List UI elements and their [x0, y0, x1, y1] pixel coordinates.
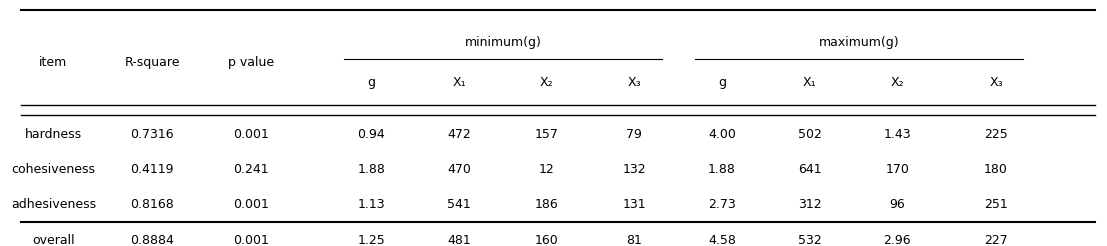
Text: 502: 502	[798, 128, 821, 141]
Text: maximum(g): maximum(g)	[819, 36, 899, 49]
Text: X₁: X₁	[803, 76, 817, 89]
Text: 0.001: 0.001	[232, 233, 269, 246]
Text: overall: overall	[32, 233, 75, 246]
Text: 641: 641	[798, 163, 821, 176]
Text: 0.94: 0.94	[358, 128, 385, 141]
Text: 96: 96	[890, 198, 906, 211]
Text: 1.88: 1.88	[358, 163, 385, 176]
Text: X₃: X₃	[990, 76, 1003, 89]
Text: 157: 157	[535, 128, 559, 141]
Text: 0.241: 0.241	[232, 163, 269, 176]
Text: 12: 12	[539, 163, 555, 176]
Text: p value: p value	[228, 56, 273, 69]
Text: 0.7316: 0.7316	[131, 128, 174, 141]
Text: 1.88: 1.88	[708, 163, 736, 176]
Text: 2.96: 2.96	[883, 233, 911, 246]
Text: 225: 225	[984, 128, 1007, 141]
Text: adhesiveness: adhesiveness	[11, 198, 96, 211]
Text: 472: 472	[447, 128, 470, 141]
Text: 532: 532	[798, 233, 821, 246]
Text: 160: 160	[535, 233, 559, 246]
Text: minimum(g): minimum(g)	[464, 36, 541, 49]
Text: item: item	[40, 56, 68, 69]
Text: cohesiveness: cohesiveness	[11, 163, 95, 176]
Text: 4.00: 4.00	[708, 128, 736, 141]
Text: 227: 227	[984, 233, 1007, 246]
Text: 170: 170	[886, 163, 909, 176]
Text: 481: 481	[447, 233, 470, 246]
Text: g: g	[718, 76, 726, 89]
Text: 180: 180	[984, 163, 1008, 176]
Text: 79: 79	[627, 128, 642, 141]
Text: 0.001: 0.001	[232, 198, 269, 211]
Text: 541: 541	[447, 198, 470, 211]
Text: X₂: X₂	[890, 76, 904, 89]
Text: 4.58: 4.58	[708, 233, 736, 246]
Text: 0.4119: 0.4119	[131, 163, 174, 176]
Text: 0.8884: 0.8884	[131, 233, 174, 246]
Text: 131: 131	[622, 198, 646, 211]
Text: 186: 186	[535, 198, 559, 211]
Text: 2.73: 2.73	[708, 198, 736, 211]
Text: 0.001: 0.001	[232, 128, 269, 141]
Text: 1.13: 1.13	[358, 198, 385, 211]
Text: X₁: X₁	[452, 76, 466, 89]
Text: X₃: X₃	[628, 76, 641, 89]
Text: X₂: X₂	[540, 76, 554, 89]
Text: 1.25: 1.25	[358, 233, 385, 246]
Text: 1.43: 1.43	[883, 128, 911, 141]
Text: g: g	[368, 76, 375, 89]
Text: R-square: R-square	[124, 56, 179, 69]
Text: 81: 81	[627, 233, 642, 246]
Text: 251: 251	[984, 198, 1007, 211]
Text: 0.8168: 0.8168	[131, 198, 174, 211]
Text: 312: 312	[798, 198, 821, 211]
Text: 470: 470	[447, 163, 470, 176]
Text: hardness: hardness	[25, 128, 82, 141]
Text: 132: 132	[622, 163, 646, 176]
